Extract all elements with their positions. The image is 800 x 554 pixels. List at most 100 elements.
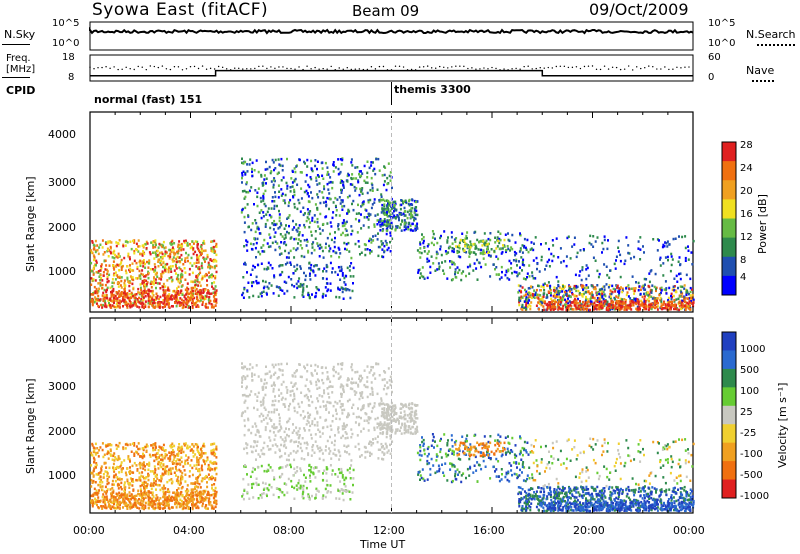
power-cell [443, 230, 446, 233]
velocity-cell [153, 479, 156, 482]
power-cell [548, 247, 550, 251]
velocity-cell [119, 503, 121, 506]
power-cell [530, 301, 533, 304]
power-cell [618, 289, 621, 293]
power-cell [254, 266, 256, 269]
power-cell [158, 251, 161, 255]
power-cell [662, 243, 665, 247]
power-cell [257, 226, 260, 230]
power-cell [270, 284, 273, 287]
power-cell [115, 291, 118, 294]
velocity-cell [212, 448, 215, 451]
power-cell [543, 289, 546, 292]
power-cell [179, 302, 182, 305]
power-cell [678, 256, 681, 259]
power-cell [278, 216, 281, 219]
velocity-ytick-4000: 4000 [48, 333, 76, 346]
power-cell [326, 236, 329, 240]
velocity-cell [144, 445, 147, 449]
velocity-cell [111, 486, 114, 490]
velocity-cell [211, 487, 213, 490]
velocity-cell [109, 448, 112, 451]
power-cell [144, 275, 147, 278]
power-cell [252, 294, 255, 298]
power-cell [379, 245, 382, 249]
velocity-cell [154, 453, 157, 457]
power-cell [609, 269, 611, 272]
power-cell [376, 188, 379, 191]
power-cell [200, 249, 203, 253]
power-cell [452, 250, 455, 254]
power-cell [358, 245, 361, 248]
power-cell [151, 304, 154, 307]
power-cell [314, 230, 317, 233]
power-cell [291, 228, 294, 231]
power-cell [360, 189, 363, 193]
power-cell [611, 290, 614, 294]
power-cell [468, 272, 471, 275]
power-cell [300, 171, 303, 174]
power-cell [617, 250, 620, 253]
power-cell [487, 254, 490, 257]
velocity-cell [106, 474, 109, 478]
velocity-cell [101, 488, 104, 491]
velocity-cell [98, 477, 101, 480]
power-cell [354, 189, 357, 192]
power-cell [260, 173, 263, 177]
power-cell [647, 305, 650, 308]
power-cell [573, 284, 576, 288]
power-cell [682, 295, 685, 298]
power-cell [608, 307, 610, 311]
velocity-cell [213, 442, 216, 445]
power-cell [538, 270, 541, 273]
power-cell [200, 262, 203, 265]
power-cell [332, 161, 335, 164]
power-cell [341, 290, 344, 294]
power-cell [546, 260, 549, 264]
power-cell [603, 238, 606, 242]
power-cell [164, 303, 166, 306]
power-cell [444, 250, 447, 253]
power-cell [385, 229, 388, 232]
power-cell [540, 303, 543, 307]
velocity-cell [175, 498, 178, 501]
power-cell [369, 249, 371, 252]
power-cell [316, 160, 319, 163]
power-cell [289, 249, 292, 253]
velocity-cell [178, 458, 181, 462]
power-cell [256, 191, 259, 194]
velocity-cell [178, 449, 181, 453]
velocity-cell [124, 447, 127, 450]
power-cell [533, 242, 535, 245]
power-cell [90, 300, 93, 303]
power-cell [147, 266, 150, 269]
power-cell [466, 237, 468, 240]
power-cell [421, 238, 424, 241]
power-cell [120, 279, 123, 283]
power-cell [520, 256, 523, 259]
power-cell [496, 245, 499, 248]
power-cell [116, 305, 119, 308]
power-cell [667, 258, 669, 262]
velocity-cell [163, 449, 166, 453]
power-cell [659, 264, 662, 267]
power-cell [280, 188, 283, 191]
power-cell [487, 251, 490, 254]
power-cell [180, 301, 183, 305]
power-cell [555, 291, 558, 294]
velocity-cell [157, 456, 160, 459]
velocity-cell [96, 500, 99, 503]
power-cell [643, 292, 645, 296]
velocity-cell [184, 506, 187, 510]
velocity-cell [105, 495, 108, 498]
power-cell [352, 208, 355, 212]
velocity-cell [215, 502, 218, 506]
velocity-cell [103, 501, 106, 505]
velocity-cell [198, 453, 201, 456]
velocity-cell [210, 449, 213, 453]
power-cell [131, 276, 134, 279]
power-cell [592, 245, 595, 248]
power-cell [521, 261, 524, 264]
power-cell [181, 275, 184, 279]
power-cell [409, 224, 412, 227]
